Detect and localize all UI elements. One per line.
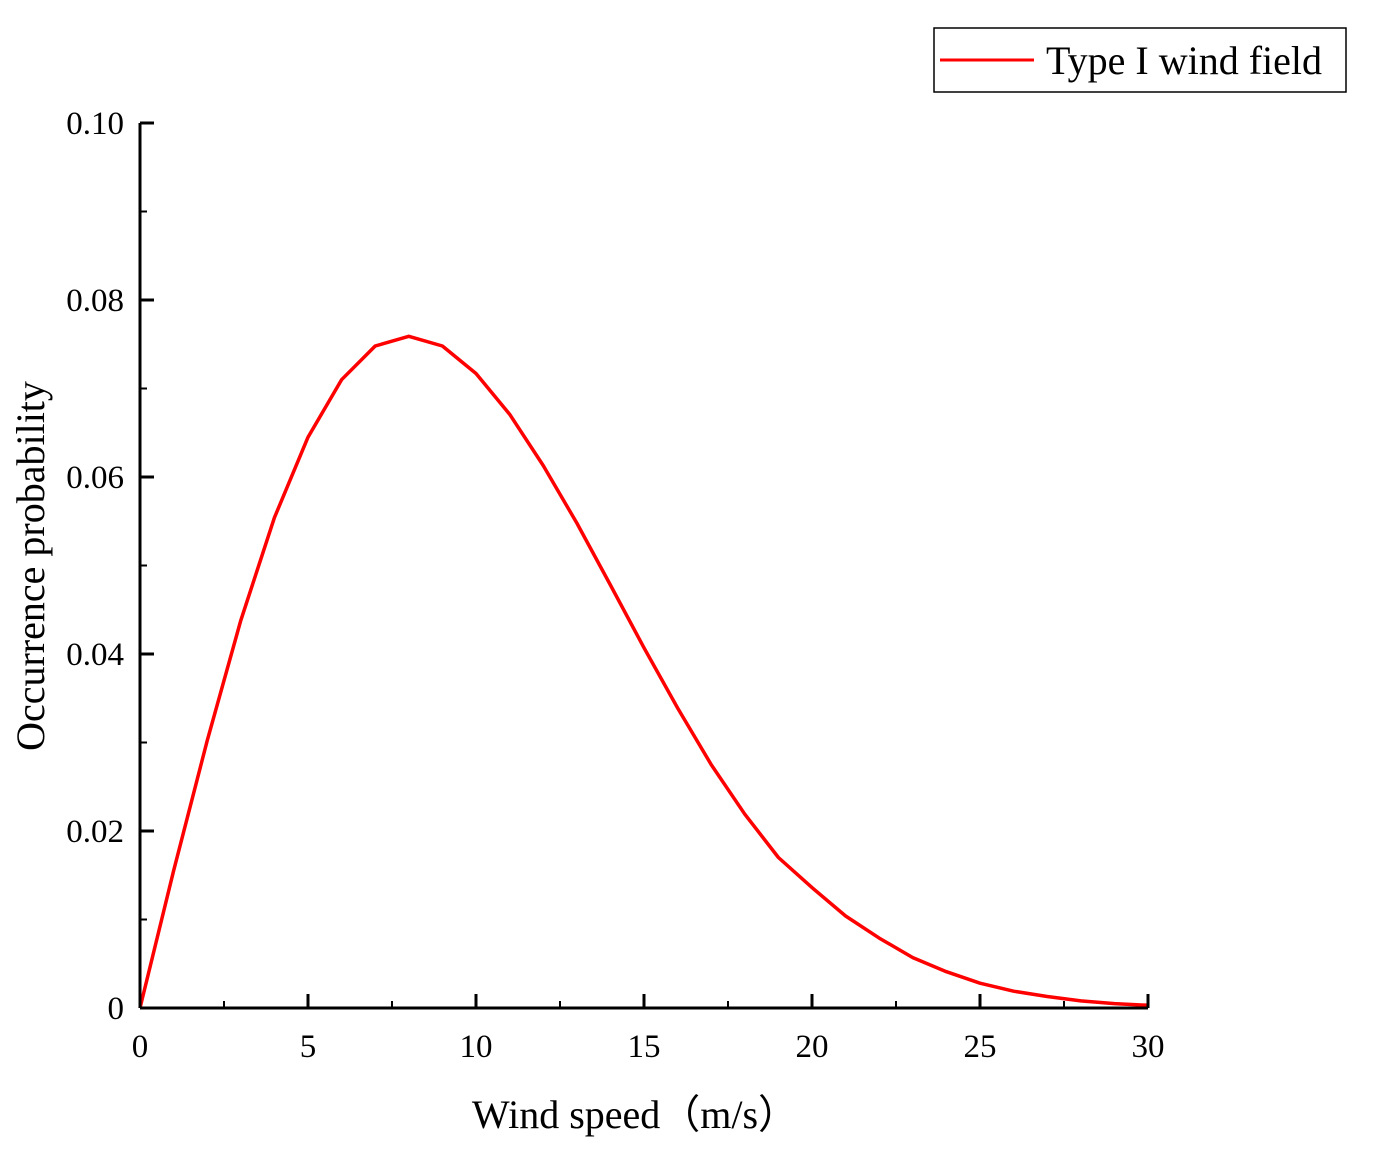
legend: Type I wind field [933, 27, 1347, 93]
x-tick-label: 5 [300, 1029, 317, 1065]
x-tick-label: 0 [132, 1029, 149, 1065]
y-axis: 0 0.02 0.04 0.06 0.08 0.10 [66, 106, 154, 1027]
x-axis-title: Wind speed（m/s） [472, 1092, 798, 1137]
x-tick-label: 25 [964, 1029, 997, 1065]
y-tick-label: 0 [108, 991, 125, 1027]
x-axis: 0 5 10 15 20 25 30 [132, 994, 1165, 1065]
y-tick-label: 0.06 [66, 460, 124, 496]
x-tick-label: 10 [460, 1029, 493, 1065]
x-tick-label: 30 [1132, 1029, 1165, 1065]
x-tick-label: 15 [628, 1029, 661, 1065]
series-line [138, 334, 1149, 1009]
y-tick-label: 0.02 [66, 814, 124, 850]
plot-area [138, 334, 1149, 1009]
y-tick-label: 0.04 [66, 637, 124, 673]
legend-label: Type I wind field [1046, 38, 1322, 83]
y-tick-label: 0.10 [66, 106, 124, 142]
x-tick-label: 20 [796, 1029, 829, 1065]
y-tick-label: 0.08 [66, 283, 124, 319]
y-axis-title: Occurrence probability [8, 381, 53, 751]
